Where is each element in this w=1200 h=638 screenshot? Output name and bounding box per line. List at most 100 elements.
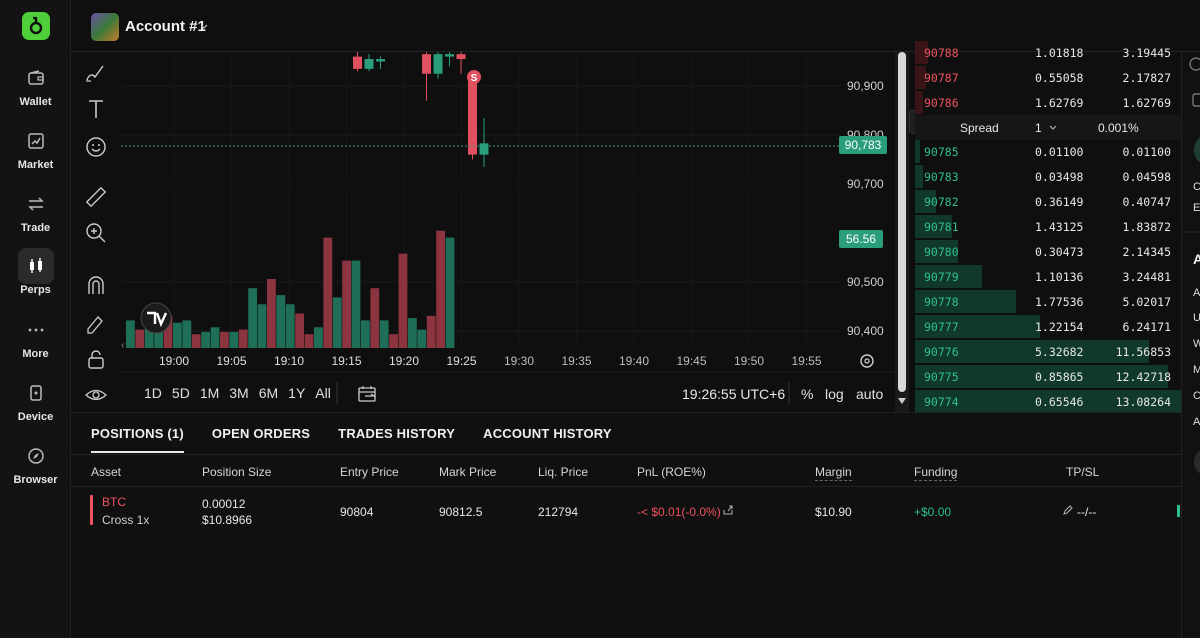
timeframe-1y[interactable]: 1Y bbox=[288, 385, 306, 401]
lock-icon[interactable] bbox=[83, 346, 109, 372]
volume-badge-bg bbox=[839, 230, 883, 248]
chart-scrollbar[interactable] bbox=[895, 52, 909, 412]
calendar-range-icon[interactable] bbox=[354, 381, 382, 407]
candle-body bbox=[456, 54, 466, 60]
settings-gear-icon[interactable] bbox=[860, 354, 874, 368]
share-icon[interactable] bbox=[722, 504, 734, 519]
text-tool-icon[interactable] bbox=[83, 96, 109, 122]
ruler-icon[interactable] bbox=[83, 184, 109, 210]
tab-account-history[interactable]: ACCOUNT HISTORY bbox=[483, 426, 612, 441]
col-position-size: Position Size bbox=[202, 465, 272, 479]
chart-plot[interactable]: 90,900 90,800 90,700 90,500 90,400 19:00 19:0… bbox=[121, 49, 909, 412]
scroll-left-icon[interactable]: ‹ bbox=[121, 340, 124, 351]
log-toggle[interactable]: log bbox=[825, 386, 844, 402]
tab-positions[interactable]: POSITIONS (1) bbox=[91, 413, 184, 453]
order-price: 90780 bbox=[924, 245, 959, 259]
order-total: 2.14345 bbox=[1122, 245, 1171, 259]
timeframe-all[interactable]: All bbox=[315, 385, 331, 401]
scroll-down-icon[interactable] bbox=[898, 398, 906, 404]
timeframe-1d[interactable]: 1D bbox=[144, 385, 162, 401]
pencil-lock-icon[interactable] bbox=[83, 310, 109, 336]
volume-bar bbox=[173, 322, 182, 348]
table-row[interactable]: BTC Cross 1x 0.00012 $10.8966 90804 9081… bbox=[71, 488, 1181, 538]
ask-row[interactable]: 90788 1.01818 3.19445 bbox=[915, 40, 1181, 65]
nav-wallet[interactable]: Wallet bbox=[0, 60, 71, 120]
bid-row[interactable]: 90782 0.36149 0.40747 bbox=[915, 189, 1181, 214]
margin-value: $10.90 bbox=[815, 505, 852, 519]
ask-row[interactable]: 90787 0.55058 2.17827 bbox=[915, 65, 1181, 90]
nav-more[interactable]: More bbox=[0, 312, 71, 372]
bid-row[interactable]: 90781 1.43125 1.83872 bbox=[915, 214, 1181, 239]
magnet-icon[interactable] bbox=[83, 272, 109, 298]
price-chart[interactable]: 90,900 90,800 90,700 90,500 90,400 19:00 19:0… bbox=[71, 49, 909, 412]
spread-row: Spread 1 0.001% bbox=[915, 115, 1181, 140]
auto-toggle[interactable]: auto bbox=[856, 386, 884, 402]
nav-market[interactable]: Market bbox=[0, 123, 71, 183]
candle-body bbox=[364, 59, 374, 69]
depth-bar bbox=[915, 265, 982, 288]
brush-icon[interactable] bbox=[83, 60, 109, 86]
timeframe-3m[interactable]: 3M bbox=[229, 385, 249, 401]
emoji-icon[interactable] bbox=[83, 134, 109, 160]
bid-row[interactable]: 90774 0.65546 13.08264 bbox=[915, 389, 1181, 414]
volume-bar bbox=[351, 260, 361, 348]
volume-bar bbox=[267, 279, 276, 348]
ask-row[interactable]: 90786 1.62769 1.62769 bbox=[915, 90, 1181, 115]
edit-pencil-icon[interactable] bbox=[1062, 504, 1074, 519]
timeframe-1m[interactable]: 1M bbox=[199, 385, 220, 401]
depth-bar bbox=[915, 390, 1181, 413]
trade-icon bbox=[18, 186, 54, 222]
zoom-in-icon[interactable] bbox=[83, 220, 109, 246]
bid-row[interactable]: 90780 0.30473 2.14345 bbox=[915, 239, 1181, 264]
position-margin-mode: Cross 1x bbox=[102, 513, 150, 527]
order-total: 1.83872 bbox=[1122, 220, 1171, 234]
time-axis-label: 19:40 bbox=[619, 354, 649, 368]
bid-row[interactable]: 90777 1.22154 6.24171 bbox=[915, 314, 1181, 339]
bid-row[interactable]: 90775 0.85865 12.42718 bbox=[915, 364, 1181, 389]
nav-browser[interactable]: Browser bbox=[0, 438, 71, 498]
nav-perps[interactable]: Perps bbox=[0, 248, 71, 308]
timeframe-6m[interactable]: 6M bbox=[258, 385, 279, 401]
bid-row[interactable]: 90783 0.03498 0.04598 bbox=[915, 164, 1181, 189]
col-entry-price: Entry Price bbox=[340, 465, 399, 479]
timeframe-5d[interactable]: 5D bbox=[171, 385, 190, 401]
order-total: 0.40747 bbox=[1122, 195, 1171, 209]
candle-body bbox=[445, 54, 454, 57]
order-price: 90779 bbox=[924, 270, 959, 284]
avatar[interactable] bbox=[91, 13, 119, 41]
order-size: 0.30473 bbox=[1035, 245, 1084, 259]
chevron-down-icon[interactable] bbox=[199, 19, 209, 37]
tab-open-orders[interactable]: OPEN ORDERS bbox=[211, 426, 311, 441]
depth-bar bbox=[915, 315, 1041, 338]
bid-row[interactable]: 90778 1.77536 5.02017 bbox=[915, 289, 1181, 314]
bid-row[interactable]: 90779 1.10136 3.24481 bbox=[915, 264, 1181, 289]
order-size: 1.43125 bbox=[1035, 220, 1084, 234]
percent-toggle[interactable]: % bbox=[801, 386, 814, 402]
tpsl-value[interactable]: --/-- bbox=[1077, 505, 1097, 519]
bid-row[interactable]: 90785 0.01100 0.01100 bbox=[915, 139, 1181, 164]
scroll-thumb[interactable] bbox=[898, 52, 906, 392]
sell-marker-bg[interactable] bbox=[467, 70, 481, 84]
depth-bar bbox=[915, 340, 1150, 363]
close-action-indicator[interactable] bbox=[1177, 505, 1180, 517]
position-asset[interactable]: BTC bbox=[102, 495, 126, 509]
account-name[interactable]: Account #1 bbox=[125, 18, 206, 35]
bid-row[interactable]: 90776 5.32682 11.56853 bbox=[915, 339, 1181, 364]
tab-trades-history[interactable]: TRADES HISTORY bbox=[338, 426, 456, 441]
chevron-down-icon[interactable] bbox=[1049, 121, 1057, 135]
nav-device[interactable]: Device bbox=[0, 375, 71, 435]
volume-bar bbox=[201, 331, 210, 348]
spread-tick-select[interactable]: 1 bbox=[1035, 121, 1042, 135]
nav-trade[interactable]: Trade bbox=[0, 186, 71, 246]
volume-bar bbox=[379, 320, 389, 348]
tradingview-logo-icon[interactable] bbox=[140, 302, 172, 334]
eye-icon[interactable] bbox=[83, 382, 109, 408]
order-total: 0.04598 bbox=[1122, 170, 1171, 184]
drawing-toolbar bbox=[71, 52, 121, 412]
volume-bar bbox=[417, 329, 427, 348]
candle-body bbox=[479, 143, 489, 155]
chart-clock[interactable]: 19:26:55 UTC+6 bbox=[682, 386, 786, 402]
depth-bar bbox=[915, 91, 923, 114]
app-logo[interactable] bbox=[22, 12, 50, 40]
